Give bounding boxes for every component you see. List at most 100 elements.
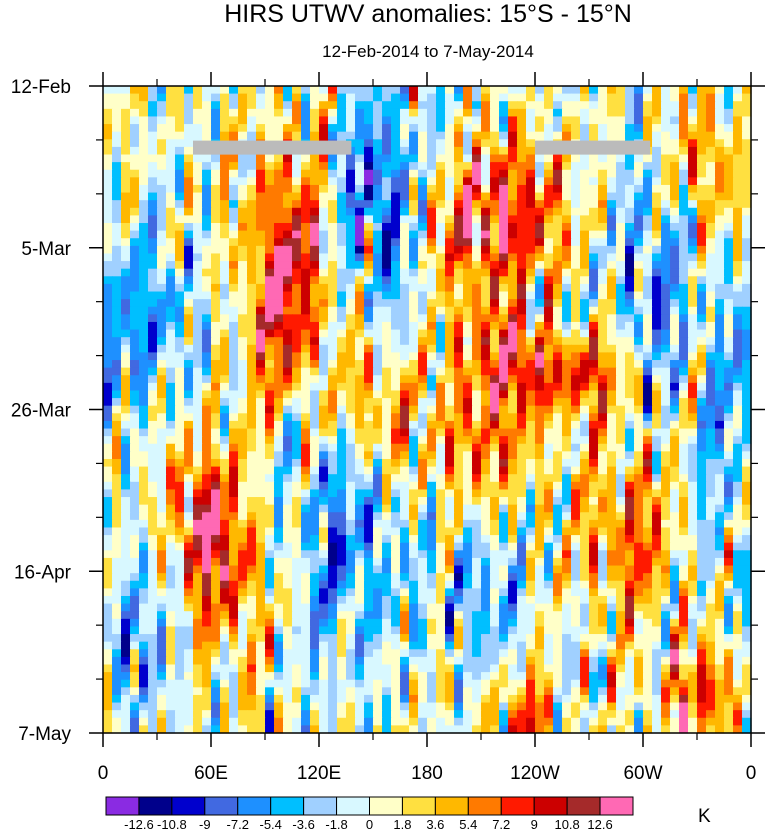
heatmap-cell [184, 184, 194, 194]
heatmap-cell [679, 527, 689, 536]
heatmap-cell [139, 276, 149, 285]
heatmap-cell [337, 207, 347, 216]
heatmap-cell [346, 481, 356, 491]
heatmap-cell [193, 344, 203, 354]
heatmap-cell [319, 299, 329, 308]
heatmap-cell [508, 230, 518, 239]
heatmap-cell [265, 481, 275, 491]
heatmap-cell [526, 169, 536, 178]
heatmap-cell [616, 382, 626, 392]
heatmap-cell [670, 245, 680, 255]
heatmap-cell [544, 306, 554, 315]
heatmap-cell [265, 344, 275, 354]
heatmap-cell [499, 108, 509, 118]
heatmap-cell [490, 565, 500, 574]
heatmap-cell [634, 230, 644, 239]
heatmap-cell [508, 535, 518, 544]
heatmap-cell [499, 550, 509, 559]
heatmap-cell [553, 306, 563, 315]
heatmap-cell [409, 504, 419, 513]
heatmap-cell [184, 580, 194, 589]
heatmap-cell [706, 375, 716, 384]
heatmap-cell [661, 603, 671, 612]
heatmap-cell [508, 223, 518, 232]
heatmap-cell [688, 512, 698, 521]
heatmap-cell [454, 124, 464, 133]
heatmap-cell [193, 299, 203, 308]
heatmap-cell [436, 321, 446, 331]
heatmap-cell [283, 382, 293, 392]
heatmap-cell [355, 344, 365, 354]
heatmap-cell [193, 215, 203, 224]
heatmap-cell [463, 238, 473, 247]
heatmap-cell [112, 413, 122, 422]
heatmap-cell [391, 116, 401, 125]
heatmap-cell [373, 306, 383, 315]
heatmap-cell [166, 131, 176, 140]
heatmap-cell [373, 390, 383, 399]
heatmap-cell [274, 291, 284, 300]
heatmap-cell [265, 86, 275, 95]
heatmap-cell [580, 337, 590, 346]
heatmap-cell [373, 382, 383, 392]
heatmap-cell [733, 489, 743, 498]
heatmap-cell [463, 352, 473, 361]
heatmap-cell [679, 306, 689, 315]
heatmap-cell [724, 215, 734, 224]
heatmap-cell [256, 131, 266, 140]
heatmap-cell [139, 124, 149, 133]
heatmap-cell [355, 314, 365, 323]
heatmap-cell [355, 519, 365, 529]
heatmap-cell [310, 154, 320, 163]
heatmap-cell [508, 458, 518, 468]
heatmap-cell [688, 146, 698, 156]
heatmap-cell [517, 489, 527, 498]
heatmap-cell [112, 154, 122, 163]
heatmap-cell [526, 268, 536, 277]
heatmap-cell [139, 268, 149, 277]
heatmap-cell [121, 565, 131, 574]
heatmap-cell [598, 519, 608, 529]
heatmap-cell [364, 557, 374, 567]
heatmap-cell [607, 497, 617, 506]
heatmap-cell [391, 337, 401, 346]
heatmap-cell [256, 169, 266, 178]
heatmap-cell [373, 497, 383, 506]
heatmap-cell [373, 405, 383, 414]
heatmap-cell [445, 420, 455, 430]
heatmap-cell [382, 527, 392, 536]
heatmap-cell [121, 200, 131, 209]
heatmap-cell [652, 253, 662, 262]
heatmap-cell [607, 405, 617, 414]
heatmap-cell [148, 306, 158, 315]
heatmap-cell [211, 299, 221, 308]
heatmap-cell [517, 466, 527, 475]
heatmap-cell [211, 177, 221, 186]
heatmap-cell [409, 93, 419, 102]
heatmap-cell [445, 177, 455, 186]
heatmap-cell [724, 580, 734, 589]
heatmap-cell [103, 519, 113, 529]
heatmap-cell [220, 420, 230, 430]
heatmap-cell [634, 291, 644, 300]
heatmap-cell [229, 344, 239, 354]
heatmap-cell [274, 428, 284, 437]
heatmap-cell [418, 474, 428, 483]
heatmap-cell [157, 550, 167, 559]
heatmap-cell [697, 557, 707, 567]
heatmap-cell [445, 245, 455, 255]
heatmap-cell [283, 428, 293, 437]
heatmap-cell [319, 93, 329, 102]
heatmap-cell [670, 451, 680, 460]
heatmap-cell [346, 573, 356, 582]
heatmap-cell [355, 215, 365, 224]
heatmap-cell [445, 291, 455, 300]
heatmap-cell [454, 527, 464, 536]
heatmap-cell [139, 184, 149, 194]
heatmap-cell [400, 573, 410, 582]
heatmap-cell [553, 565, 563, 574]
heatmap-cell [661, 154, 671, 163]
heatmap-cell [499, 101, 509, 110]
heatmap-cell [580, 458, 590, 468]
heatmap-cell [247, 466, 257, 475]
